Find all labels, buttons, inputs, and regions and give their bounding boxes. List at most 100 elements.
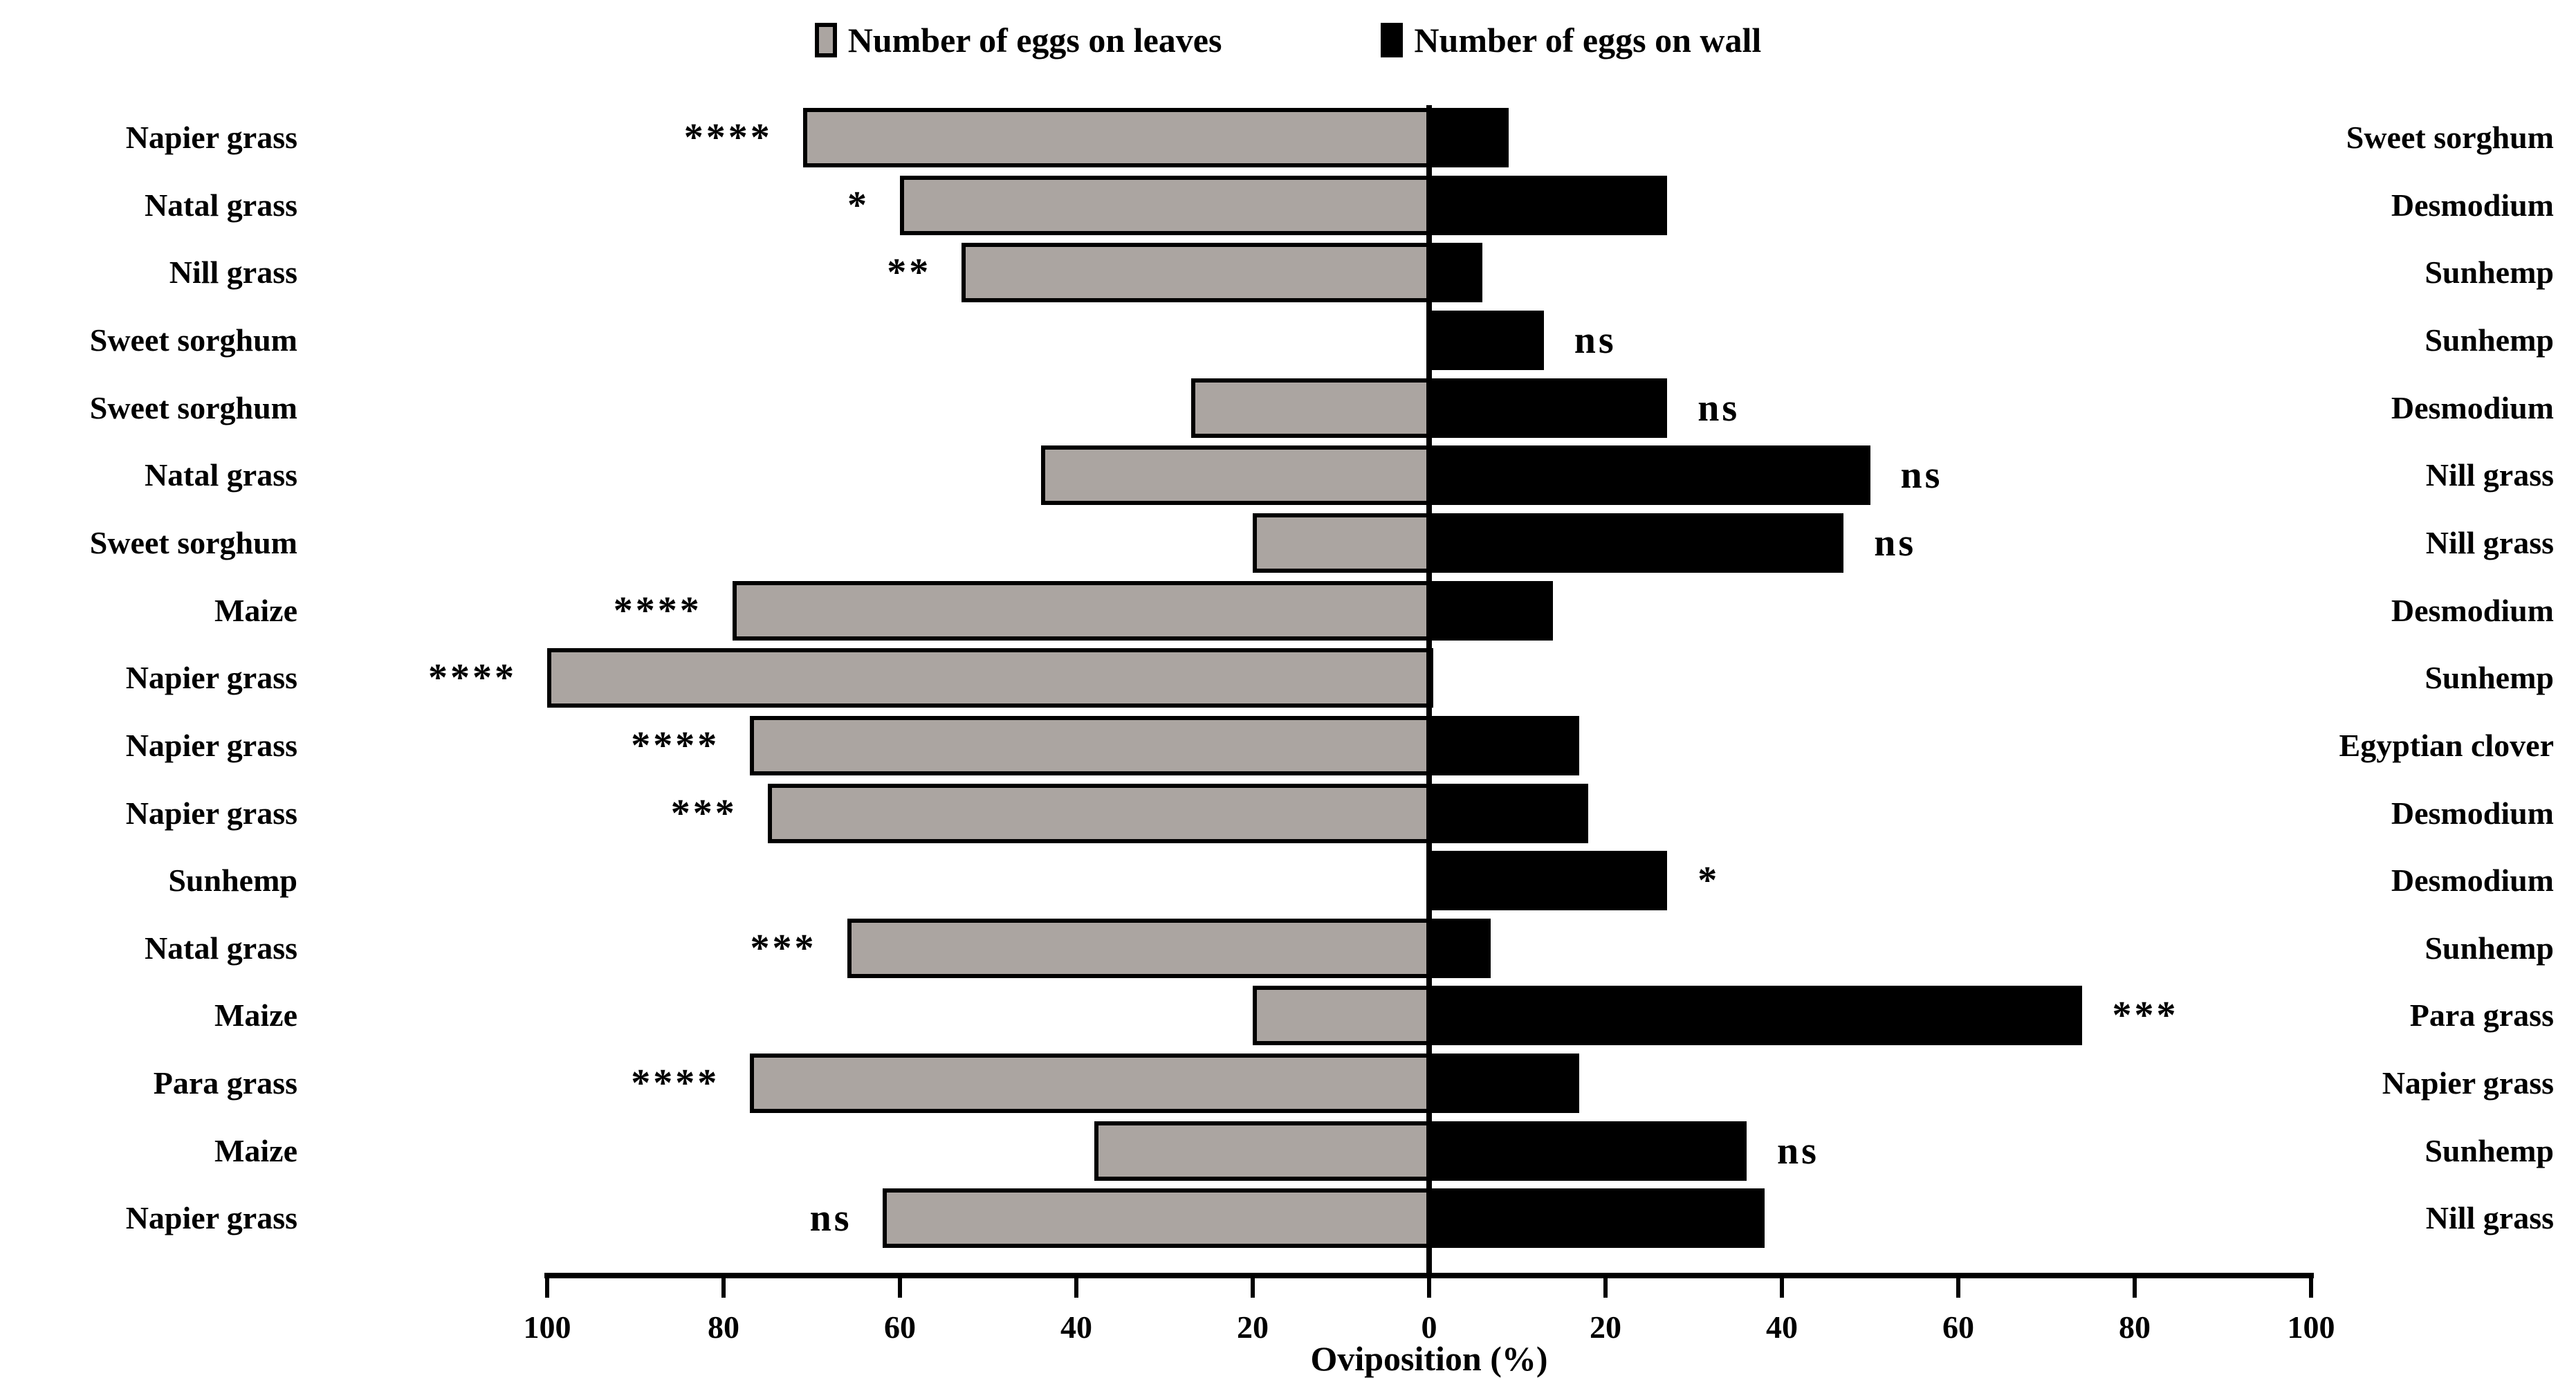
eggs-on-leaves-bar [1253, 513, 1433, 573]
right-category-label: Desmodium [2391, 863, 2554, 899]
right-category-label: Sunhemp [2425, 1132, 2554, 1168]
eggs-on-wall-bar [1426, 243, 1482, 303]
eggs-on-wall-bar [1426, 175, 1668, 235]
legend: Number of eggs on leaves Number of eggs … [0, 12, 2576, 68]
left-category-label: Sunhemp [168, 863, 297, 899]
significance-marker: ns [1777, 1129, 1819, 1172]
x-tick-label: 80 [708, 1309, 739, 1345]
left-category-label: Nill grass [169, 255, 297, 291]
x-tick [2309, 1278, 2313, 1298]
eggs-on-leaves-bar [767, 783, 1433, 843]
left-category-label: Napier grass [125, 660, 297, 696]
left-category-label: Napier grass [125, 795, 297, 831]
left-category-label: Napier grass [125, 120, 297, 155]
x-tick-label: 40 [1766, 1309, 1798, 1345]
right-category-label: Nill grass [2425, 1200, 2554, 1236]
eggs-on-wall-bar [1426, 851, 1668, 911]
x-tick [1603, 1278, 1608, 1298]
left-category-label: Napier grass [125, 1200, 297, 1236]
eggs-on-leaves-bar [732, 580, 1433, 641]
x-tick-label: 60 [884, 1309, 916, 1345]
legend-label-leaves: Number of eggs on leaves [847, 21, 1222, 59]
eggs-on-wall-bar [1426, 445, 1870, 506]
x-tick [545, 1278, 549, 1298]
left-category-label: Sweet sorghum [89, 322, 297, 358]
x-tick-label: 20 [1590, 1309, 1621, 1345]
eggs-on-leaves-bar [1253, 986, 1433, 1046]
left-category-label: Maize [214, 1132, 297, 1168]
eggs-on-leaves-bar [962, 243, 1433, 303]
left-category-label: Napier grass [125, 727, 297, 763]
right-category-label: Sunhemp [2425, 660, 2554, 696]
left-category-label: Maize [214, 592, 297, 628]
x-tick [2133, 1278, 2137, 1298]
right-category-label: Nill grass [2425, 524, 2554, 560]
left-category-label: Sweet sorghum [89, 389, 297, 425]
x-tick-label: 100 [2287, 1309, 2335, 1345]
significance-marker: **** [613, 589, 702, 632]
x-tick [1427, 1278, 1431, 1298]
x-tick [1956, 1278, 1960, 1298]
eggs-on-wall-bar [1426, 715, 1579, 775]
right-category-label: Sunhemp [2425, 322, 2554, 358]
left-category-label: Maize [214, 997, 297, 1033]
significance-marker: ns [1874, 521, 1917, 564]
x-tick [1074, 1278, 1078, 1298]
significance-marker: ns [1698, 386, 1740, 430]
significance-marker: *** [670, 791, 737, 835]
eggs-on-wall-bar [1426, 580, 1553, 641]
significance-marker: *** [750, 926, 817, 970]
legend-label-wall: Number of eggs on wall [1414, 21, 1762, 59]
eggs-on-wall-bar [1426, 783, 1588, 843]
right-category-label: Desmodium [2391, 795, 2554, 831]
right-category-label: Sunhemp [2425, 930, 2554, 966]
x-tick [1251, 1278, 1255, 1298]
significance-marker: ns [809, 1197, 852, 1240]
eggs-on-wall-bar [1426, 513, 1844, 573]
left-category-label: Natal grass [144, 187, 297, 223]
significance-marker: ** [887, 251, 932, 295]
eggs-on-leaves-bar [882, 1188, 1433, 1249]
significance-marker: **** [631, 724, 720, 767]
eggs-on-wall-bar [1426, 1188, 1765, 1249]
right-category-label: Sweet sorghum [2346, 120, 2554, 155]
right-category-label: Desmodium [2391, 187, 2554, 223]
eggs-on-leaves-bar [750, 1054, 1433, 1114]
significance-marker: **** [631, 1062, 720, 1105]
right-category-label: Desmodium [2391, 389, 2554, 425]
eggs-on-wall-bar [1426, 918, 1491, 978]
eggs-on-leaves-bar [802, 108, 1433, 167]
eggs-on-wall-bar [1426, 108, 1509, 167]
significance-marker: ns [1574, 318, 1617, 362]
eggs-on-leaves-bar [547, 648, 1433, 708]
x-axis-line [544, 1273, 2314, 1278]
x-tick [898, 1278, 902, 1298]
eggs-on-leaves-bar [1094, 1121, 1433, 1181]
x-tick-label: 40 [1060, 1309, 1092, 1345]
right-category-label: Napier grass [2382, 1065, 2554, 1101]
x-tick-label: 60 [1942, 1309, 1974, 1345]
eggs-on-wall-bar [1426, 310, 1544, 370]
eggs-on-leaves-bar [1041, 445, 1433, 506]
eggs-on-wall-bar [1426, 378, 1668, 438]
right-category-label: Egyptian clover [2339, 727, 2554, 763]
eggs-on-leaves-bar [750, 715, 1433, 775]
left-category-label: Natal grass [144, 457, 297, 493]
left-category-label: Sweet sorghum [89, 524, 297, 560]
legend-item-wall: Number of eggs on wall [1381, 23, 1761, 57]
eggs-on-wall-bar [1426, 1121, 1747, 1181]
eggs-on-wall-bar [1426, 986, 2082, 1046]
x-axis-title: Oviposition (%) [1310, 1339, 1548, 1378]
eggs-on-wall-bar [1426, 1054, 1579, 1114]
right-category-label: Sunhemp [2425, 255, 2554, 291]
eggs-on-leaves-bar [1190, 378, 1433, 438]
wall-swatch-icon [1381, 23, 1404, 57]
zero-axis-line [1426, 105, 1432, 1278]
significance-marker: * [847, 183, 870, 227]
right-category-label: Nill grass [2425, 457, 2554, 493]
significance-marker: **** [683, 116, 773, 159]
leaves-swatch-icon [814, 23, 837, 57]
right-category-label: Para grass [2409, 997, 2554, 1033]
eggs-on-leaves-bar [900, 175, 1433, 235]
